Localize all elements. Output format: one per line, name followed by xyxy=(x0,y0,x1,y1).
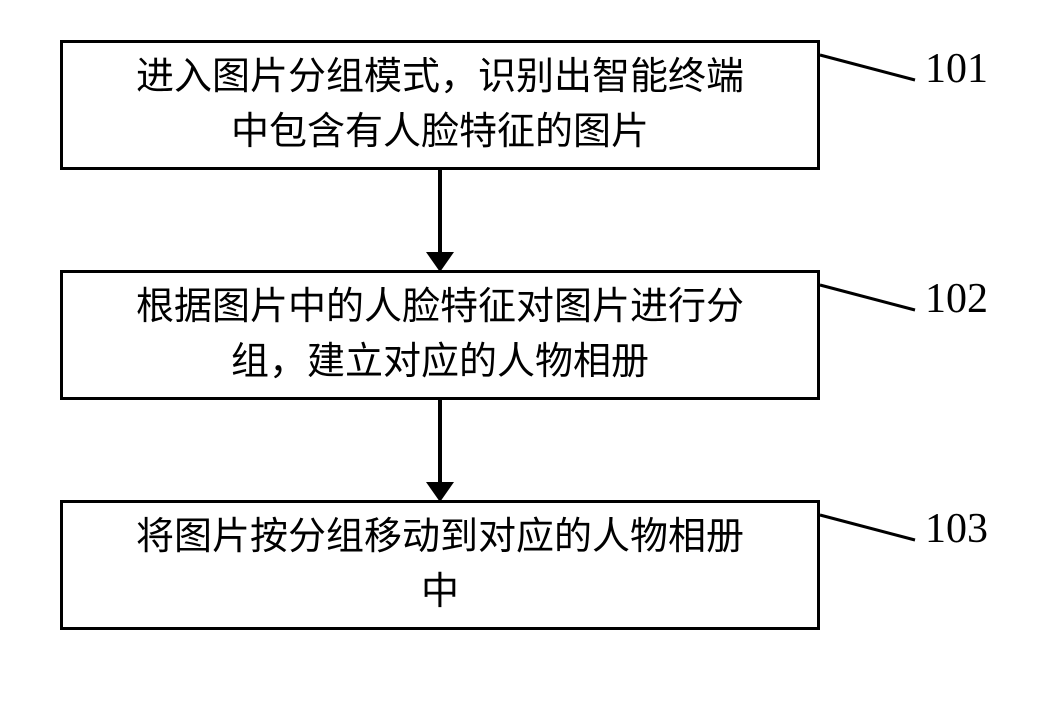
leader-line-1 xyxy=(820,55,920,85)
flowchart-node-1: 进入图片分组模式，识别出智能终端 中包含有人脸特征的图片 xyxy=(60,40,820,170)
node-1-label: 101 xyxy=(925,45,988,93)
flowchart-node-3: 将图片按分组移动到对应的人物相册 中 xyxy=(60,500,820,630)
arrow-1-2-head xyxy=(426,252,454,272)
arrow-2-3-line xyxy=(438,400,442,484)
arrow-2-3-head xyxy=(426,482,454,502)
leader-line-2 xyxy=(820,285,920,315)
arrow-1-2-line xyxy=(438,170,442,254)
node-3-label: 103 xyxy=(925,505,988,553)
node-2-text: 根据图片中的人脸特征对图片进行分 组，建立对应的人物相册 xyxy=(136,280,744,390)
flowchart-node-2: 根据图片中的人脸特征对图片进行分 组，建立对应的人物相册 xyxy=(60,270,820,400)
node-2-label: 102 xyxy=(925,275,988,323)
leader-line-3 xyxy=(820,515,920,545)
node-1-text: 进入图片分组模式，识别出智能终端 中包含有人脸特征的图片 xyxy=(136,50,744,160)
node-3-text: 将图片按分组移动到对应的人物相册 中 xyxy=(136,510,744,620)
